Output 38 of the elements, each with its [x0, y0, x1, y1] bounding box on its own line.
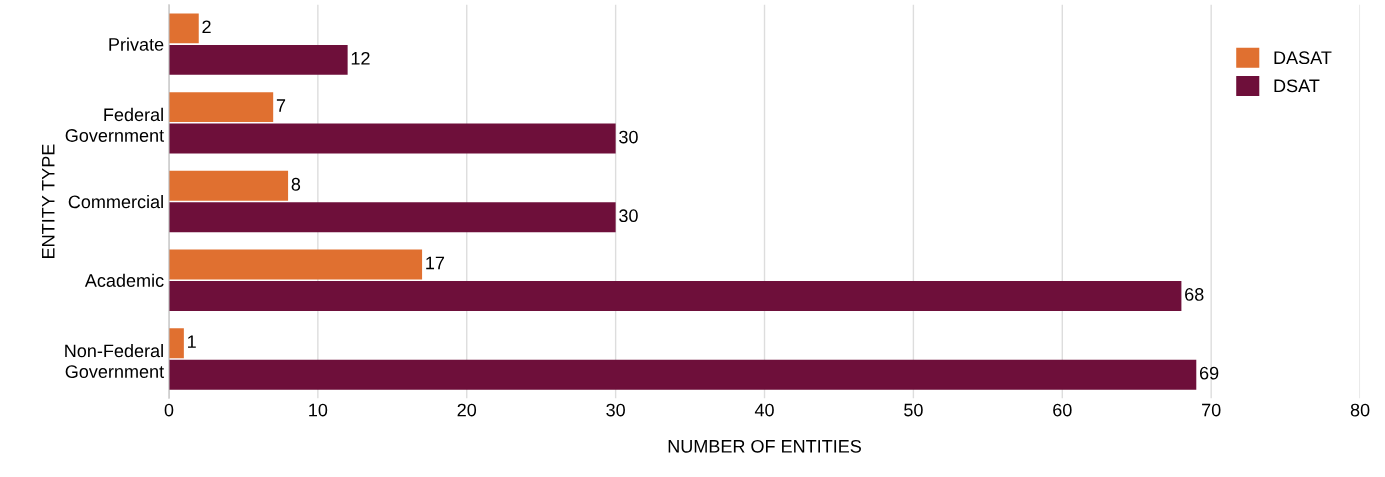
- bar: [168, 328, 184, 359]
- y-tick-label: Federal Government: [65, 107, 164, 142]
- data-label: 2: [202, 20, 211, 34]
- bar: [168, 359, 1197, 390]
- data-label: 69: [1199, 366, 1219, 380]
- y-tick-label: Academic: [84, 273, 164, 287]
- x-tick-label: 10: [309, 403, 328, 417]
- bar: [168, 123, 616, 154]
- x-tick-label: 50: [904, 403, 923, 417]
- y-tick-label: Non-Federal Government: [65, 343, 164, 378]
- bar: [168, 92, 274, 123]
- x-tick-label: 60: [1053, 403, 1072, 417]
- x-axis-title: NUMBER OF ENTITIES: [668, 439, 861, 453]
- bar: [168, 44, 348, 75]
- x-tick-label: 0: [164, 403, 174, 417]
- x-tick-label: 20: [457, 403, 477, 417]
- legend-label: DSAT: [1274, 79, 1320, 93]
- bar: [168, 13, 199, 44]
- bar: [168, 249, 423, 280]
- y-tick-label: Commercial: [68, 194, 163, 209]
- data-label: 30: [619, 130, 638, 144]
- bar: [168, 170, 289, 201]
- y-tick-label: Private: [109, 37, 164, 51]
- data-label: 1: [188, 335, 196, 348]
- x-tick-label: 40: [754, 403, 774, 417]
- data-label: 17: [426, 256, 445, 270]
- data-label: 7: [276, 99, 286, 112]
- data-label: 68: [1185, 288, 1204, 301]
- legend-label: DASAT: [1274, 51, 1332, 65]
- data-label: 12: [351, 51, 370, 65]
- bar: [168, 281, 1182, 311]
- data-label: 8: [291, 177, 301, 191]
- x-tick-label: 30: [606, 403, 625, 417]
- bar: [168, 202, 616, 233]
- y-axis-title: ENTITY TYPE: [42, 144, 55, 258]
- x-tick-label: 70: [1202, 403, 1221, 417]
- data-label: 30: [619, 209, 638, 223]
- x-tick-label: 80: [1350, 403, 1370, 417]
